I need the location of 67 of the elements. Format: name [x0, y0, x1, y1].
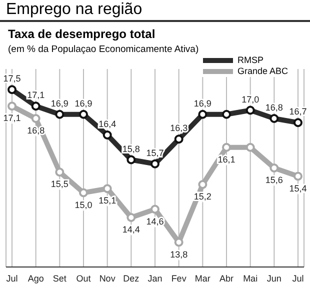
- chart-subtitle: Taxa de desemprego total: [7, 26, 156, 41]
- point: [126, 213, 136, 222]
- chart-title: Emprego na região: [0, 0, 310, 22]
- data-label: 13,8: [170, 249, 188, 260]
- x-tick-label: Abr: [219, 273, 234, 284]
- point: [174, 134, 184, 144]
- x-tick-label: Set: [52, 273, 67, 284]
- x-tick-label: Jun: [266, 273, 282, 284]
- data-label: 17,5: [3, 74, 21, 84]
- data-label: 16,7: [289, 106, 307, 117]
- data-label: 15,0: [74, 200, 92, 210]
- point: [246, 106, 255, 115]
- point: [222, 110, 231, 119]
- data-label: 16,8: [265, 102, 283, 112]
- point: [150, 204, 160, 214]
- data-label: 14,4: [122, 224, 140, 234]
- text: (em % da Populaçao Economicamente Ativa): [7, 43, 200, 55]
- legend-label: Grande ABC: [237, 66, 288, 77]
- data-label: 16,1: [218, 154, 236, 164]
- data-label: 15,2: [194, 192, 212, 202]
- data-label: 15,4: [289, 183, 307, 194]
- point: [198, 110, 208, 119]
- data-label: 15,7: [146, 148, 164, 158]
- legend-label: RMSP: [237, 55, 264, 66]
- point: [8, 85, 16, 94]
- point: [150, 159, 160, 168]
- data-label: 16,8: [27, 126, 45, 136]
- point: [294, 118, 302, 128]
- point: [8, 102, 16, 111]
- data-label: 16,9: [50, 98, 68, 108]
- data-label: 17,1: [3, 113, 21, 124]
- data-label: 16,4: [98, 119, 116, 129]
- point: [222, 142, 231, 152]
- data-label: 16,9: [74, 98, 92, 108]
- point: [55, 110, 64, 119]
- point: [55, 168, 64, 177]
- point: [31, 102, 40, 111]
- x-tick-label: Jan: [148, 273, 162, 284]
- point: [79, 110, 88, 119]
- point: [270, 114, 279, 123]
- point: [126, 155, 136, 164]
- point: [294, 172, 302, 181]
- data-label: 14,6: [146, 216, 164, 226]
- point: [270, 164, 279, 172]
- x-tick-label: Ago: [28, 273, 44, 284]
- x-tick-label: Fev: [171, 273, 187, 284]
- x-tick-label: Out: [76, 273, 92, 284]
- data-label: 15,6: [265, 175, 283, 185]
- point: [246, 142, 255, 152]
- point: [198, 180, 208, 189]
- x-tick-label: Mai: [243, 273, 258, 284]
- data-label: 15,8: [122, 144, 140, 154]
- data-label: 17,0: [242, 94, 260, 104]
- point: [102, 130, 112, 140]
- data-label: 16,3: [170, 123, 188, 134]
- point: [102, 184, 112, 194]
- point: [31, 114, 40, 123]
- x-tick-label: Dez: [123, 273, 140, 284]
- x-tick-label: Jul: [6, 273, 18, 284]
- data-label: 15,1: [98, 196, 116, 206]
- x-tick-label: Nov: [99, 273, 116, 284]
- data-label: 15,5: [50, 179, 68, 190]
- data-label: 16,9: [194, 98, 212, 108]
- point: [79, 188, 88, 198]
- x-tick-label: Jul: [292, 273, 304, 284]
- x-tick-label: Mar: [194, 273, 210, 284]
- data-label: 17,1: [27, 90, 45, 100]
